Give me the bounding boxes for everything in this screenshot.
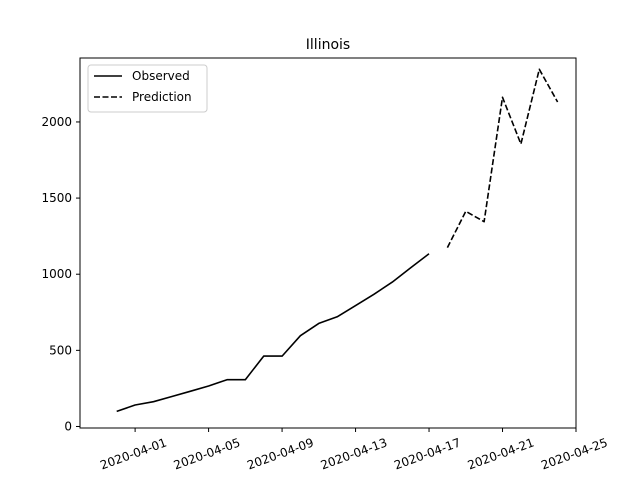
x-tick-label: 2020-04-09 [245,435,315,472]
legend-label-prediction: Prediction [132,90,192,104]
plot-frame [79,57,577,429]
y-tick-label: 500 [49,343,72,357]
y-tick-label: 0 [64,419,72,433]
y-tick-label: 1500 [41,191,72,205]
series-line-observed [116,253,430,413]
x-tick-label: 2020-04-01 [98,435,168,472]
x-tick-label: 2020-04-21 [466,435,536,472]
x-tick-label: 2020-04-17 [392,435,462,472]
plot-area [116,68,559,413]
x-axis: 2020-04-01 2020-04-05 2020-04-09 2020-04-13… [98,428,610,472]
chart-title: Illinois [306,37,350,53]
legend-label-observed: Observed [132,69,190,83]
x-tick-label: 2020-04-25 [539,435,609,472]
x-tick-label: 2020-04-13 [319,435,389,472]
y-axis: 0 500 1000 1500 2000 [41,115,80,433]
legend: Observed Prediction [87,64,208,113]
series-line-prediction [446,68,559,248]
y-tick-label: 2000 [41,115,72,129]
x-tick-label: 2020-04-05 [172,435,242,472]
y-tick-label: 1000 [41,267,72,281]
